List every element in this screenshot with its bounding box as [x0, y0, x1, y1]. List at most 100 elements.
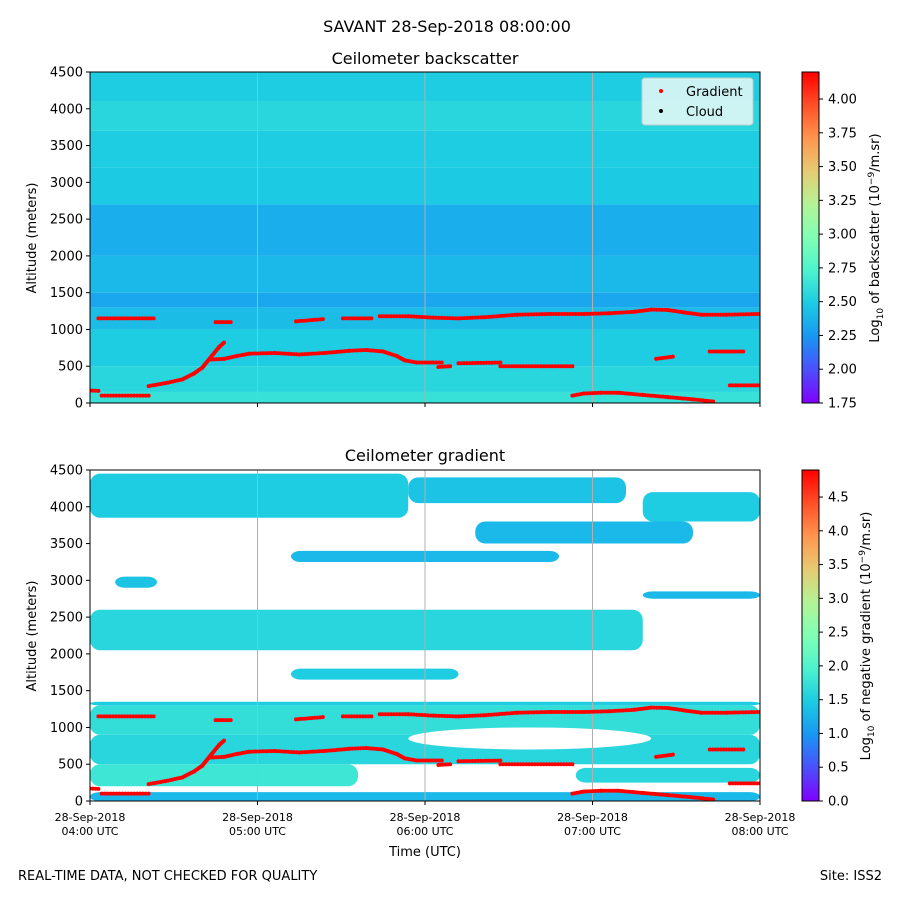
gradient-point [249, 749, 254, 754]
gradient-point [122, 714, 127, 719]
gradient-point [450, 714, 455, 719]
gradient-point [738, 710, 743, 715]
y-tick-label: 0 [75, 795, 83, 810]
gradient-point [99, 714, 104, 719]
gradient-point [439, 713, 444, 718]
backscatter-panel: Ceilometer backscatter 0 500 1000 1500 2000 2… [25, 49, 886, 412]
colorbar-tick-label: 2.0 [828, 659, 849, 674]
gradient-point [504, 762, 509, 767]
gradient-point [604, 788, 609, 793]
gradient-point [749, 312, 754, 317]
gradient-point [96, 786, 101, 791]
gradient-point [266, 749, 271, 754]
backscatter-colorbar: 1.75 2.00 2.25 2.50 2.75 3.00 3.25 3.50 3.75 4.00… [801, 71, 886, 412]
colorbar-tick-label: 2.5 [828, 626, 849, 641]
x-tick-date: 28-Sep-2018 [390, 811, 461, 824]
gradient-point [102, 316, 107, 321]
gradient-point [593, 709, 598, 714]
gradient-point [517, 312, 522, 317]
gradient-point [392, 712, 397, 717]
gradient-point [456, 361, 461, 366]
gradient-point [744, 710, 749, 715]
gradient-point [515, 364, 520, 369]
gradient-point [735, 710, 740, 715]
gradient-point [732, 710, 737, 715]
gradient-point [716, 747, 721, 752]
gradient-point [741, 747, 746, 752]
gradient-point [538, 364, 543, 369]
gradient-title: Ceilometer gradient [345, 446, 505, 465]
gradient-point [567, 364, 572, 369]
x-tick-date: 28-Sep-2018 [725, 811, 796, 824]
gradient-point [573, 311, 578, 316]
gradient-point [576, 709, 581, 714]
gradient-point [663, 705, 668, 710]
gradient-point [526, 710, 531, 715]
gradient-point [428, 758, 433, 763]
gradient-point [394, 712, 399, 717]
gradient-band [408, 477, 626, 504]
gradient-point [478, 360, 483, 365]
gradient-point [263, 749, 268, 754]
gradient-point [252, 749, 257, 754]
gradient-point [524, 364, 529, 369]
gradient-point [707, 312, 712, 317]
gradient-point [520, 710, 525, 715]
gradient-point [741, 349, 746, 354]
gradient-point [102, 393, 107, 398]
gradient-point [735, 312, 740, 317]
gradient-point [258, 749, 263, 754]
gradient-point [507, 762, 512, 767]
gradient-grid [257, 470, 593, 801]
gradient-point [565, 311, 570, 316]
gradient-point [564, 762, 569, 767]
gradient-point [593, 311, 598, 316]
gradient-point [476, 758, 481, 763]
gradient-point [504, 364, 509, 369]
gradient-point [263, 351, 268, 356]
gradient-point [386, 712, 391, 717]
gradient-point [464, 759, 469, 764]
y-tick-label: 3000 [50, 574, 83, 589]
gradient-point [445, 714, 450, 719]
gradient-point [548, 311, 553, 316]
gradient-point [258, 351, 263, 356]
gradient-point [738, 781, 743, 786]
gradient-point [320, 715, 325, 720]
legend-cloud-marker [659, 109, 663, 113]
gradient-point [266, 351, 271, 356]
gradient-point [355, 714, 360, 719]
gradient-point [582, 709, 587, 714]
gradient-point [366, 714, 371, 719]
gradient-point [462, 361, 467, 366]
gradient-point [559, 709, 564, 714]
gradient-point [358, 714, 363, 719]
gradient-point [420, 758, 425, 763]
gradient-point [123, 393, 128, 398]
gradient-point [727, 781, 732, 786]
y-tick-label: 500 [58, 758, 83, 773]
gradient-point [473, 758, 478, 763]
gradient-point [529, 710, 534, 715]
gradient-point [517, 710, 522, 715]
gradient-point [654, 307, 659, 312]
gradient-point [515, 312, 520, 317]
gradient-point [579, 311, 584, 316]
gradient-point [584, 311, 589, 316]
gradient-point [736, 781, 741, 786]
gradient-point [417, 360, 422, 365]
gradient-point [535, 762, 540, 767]
gradient-point [386, 314, 391, 319]
gradient-point [487, 360, 492, 365]
gradient-point [453, 714, 458, 719]
gradient-point [137, 714, 142, 719]
gradient-point [343, 714, 348, 719]
gradient-point [137, 316, 142, 321]
gradient-point [320, 317, 325, 322]
gradient-point [654, 705, 659, 710]
gradient-point [247, 351, 252, 356]
gradient-point [389, 314, 394, 319]
gradient-point [561, 364, 566, 369]
gradient-point [518, 364, 523, 369]
gradient-point [554, 311, 559, 316]
